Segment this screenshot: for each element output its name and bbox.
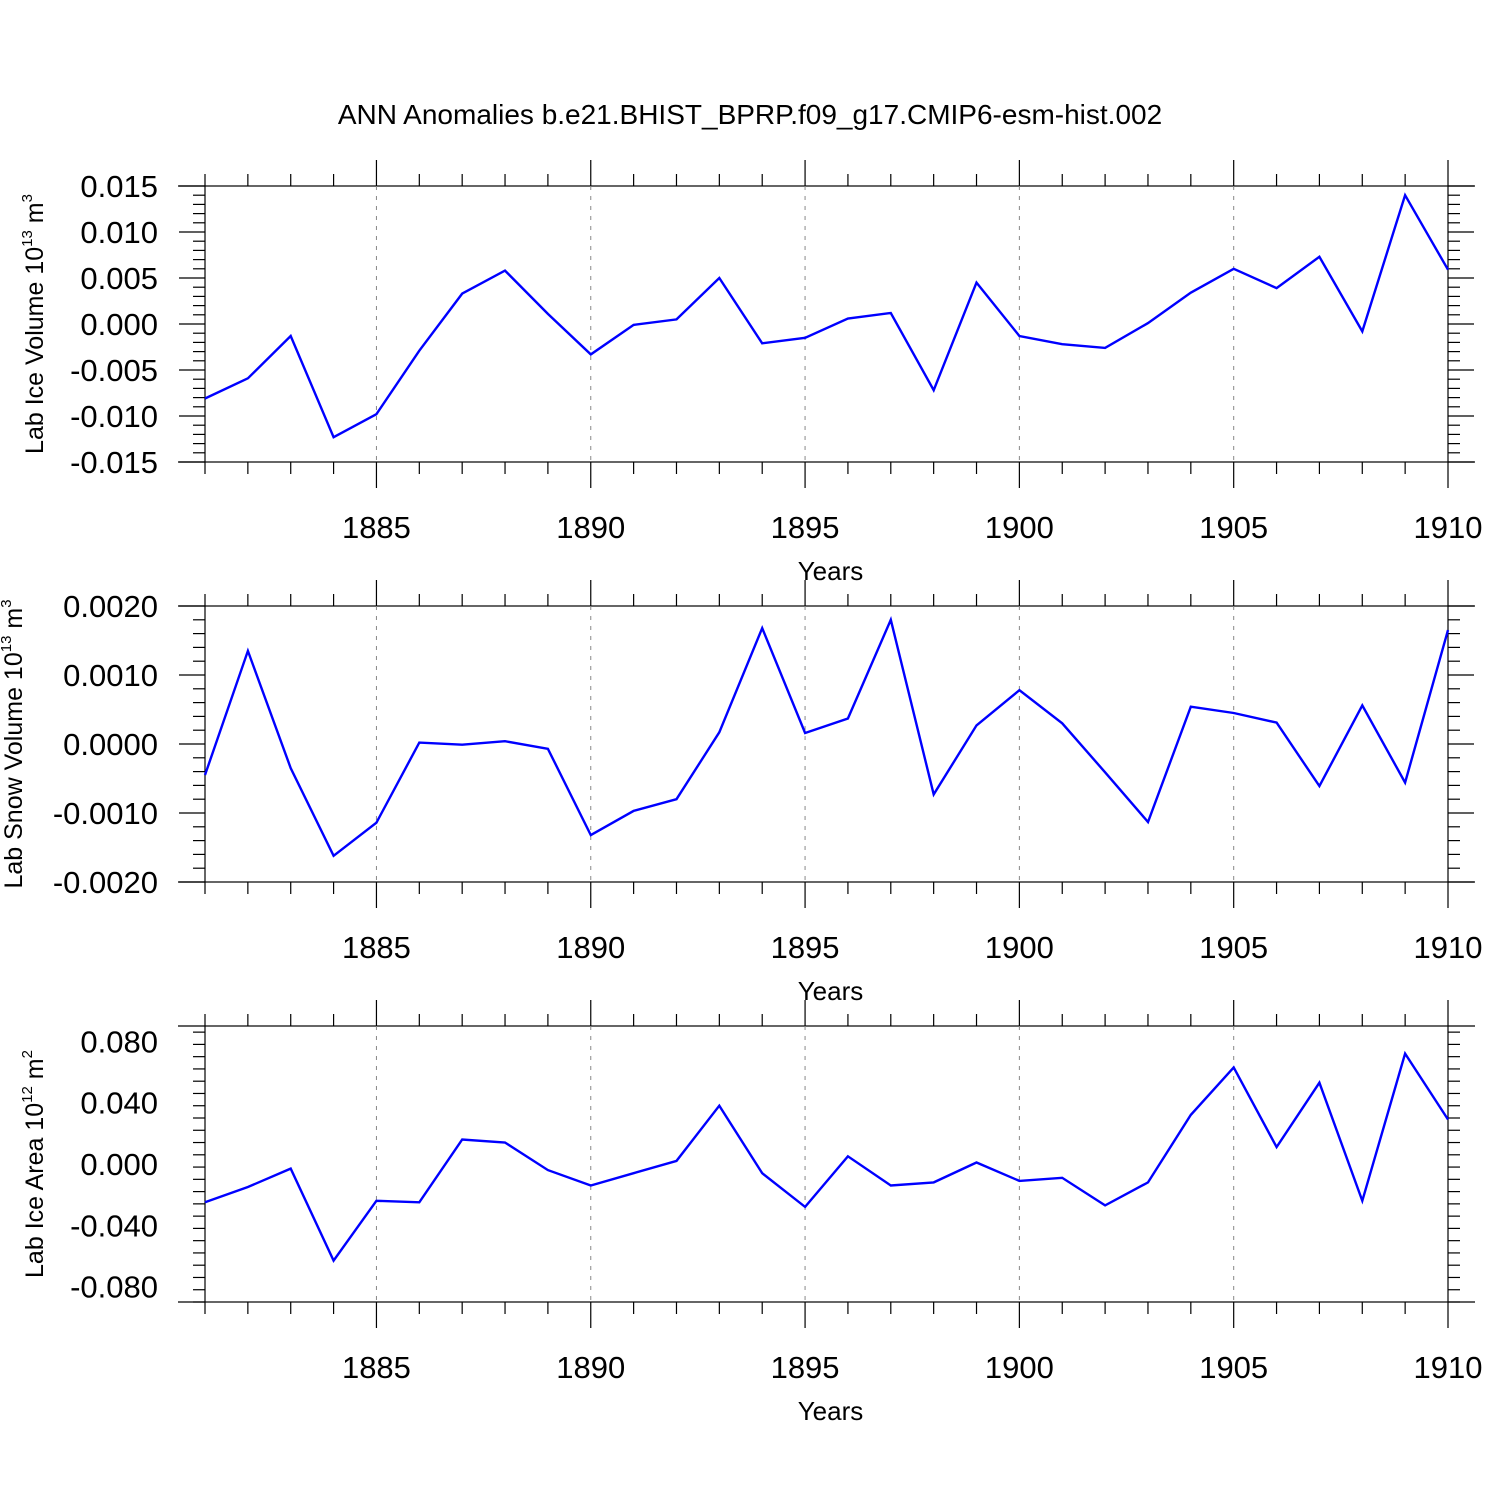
panel-2: -0.0020 -0.0010 0.0000 0.0010 0.0020 1885 1890…	[0, 580, 1482, 1006]
y-tick-label: -0.0020	[53, 865, 158, 900]
y-axis-label: Lab Snow Volume 1013 m3	[0, 599, 28, 888]
y-tick-label: 0.000	[80, 307, 158, 342]
y-tick-label: 0.000	[80, 1147, 158, 1182]
y-tick-label: 0.040	[80, 1086, 158, 1121]
x-tick-label: 1900	[985, 510, 1054, 545]
x-tick-label: 1905	[1199, 1350, 1268, 1385]
y-tick-label: 0.080	[80, 1024, 158, 1059]
y-tick-label: -0.0010	[53, 796, 158, 831]
x-axis-label: Years	[798, 556, 864, 586]
chart-title: ANN Anomalies b.e21.BHIST_BPRP.f09_g17.C…	[338, 99, 1162, 130]
plot-frame	[204, 1025, 1449, 1303]
y-tick-label: 0.0010	[63, 658, 158, 693]
y-tick-label: 0.015	[80, 169, 158, 204]
y-tick-label: 0.010	[80, 215, 158, 250]
x-axis-label: Years	[798, 1396, 864, 1426]
x-tick-label: 1905	[1199, 510, 1268, 545]
plot-frame	[204, 185, 1449, 463]
series-line	[203, 616, 1450, 858]
panel-3: -0.080 -0.040 0.000 0.040 0.080 1885 1890 1895 1…	[19, 1000, 1482, 1426]
y-tick-label: -0.005	[70, 353, 158, 388]
y-tick-label: 0.005	[80, 261, 158, 296]
series-line	[204, 1050, 1450, 1263]
x-tick-label: 1890	[556, 930, 625, 965]
x-tick-label: 1905	[1199, 930, 1268, 965]
y-tick-label: -0.080	[70, 1270, 158, 1305]
x-tick-label: 1885	[342, 1350, 411, 1385]
y-tick-label: -0.015	[70, 445, 158, 480]
x-tick-label: 1910	[1414, 930, 1483, 965]
y-tick-label: 0.0020	[63, 589, 158, 624]
y-axis-label: Lab Ice Volume 1013 m3	[19, 194, 49, 454]
y-axis-label: Lab Ice Area 1012 m2	[19, 1050, 49, 1278]
series-line	[204, 192, 1450, 439]
plot-frame	[204, 605, 1449, 883]
x-axis-label: Years	[798, 976, 864, 1006]
x-tick-label: 1885	[342, 510, 411, 545]
y-tick-label: 0.0000	[63, 727, 158, 762]
x-tick-label: 1890	[556, 1350, 625, 1385]
x-tick-label: 1900	[985, 930, 1054, 965]
x-tick-label: 1910	[1414, 510, 1483, 545]
panel-1: -0.015 -0.010 -0.005 0.000 0.005 0.010 0.015 18…	[19, 160, 1482, 586]
x-tick-label: 1895	[771, 930, 840, 965]
y-tick-label: -0.040	[70, 1208, 158, 1243]
x-tick-label: 1900	[985, 1350, 1054, 1385]
x-tick-label: 1885	[342, 930, 411, 965]
x-tick-label: 1895	[771, 1350, 840, 1385]
y-tick-label: -0.010	[70, 399, 158, 434]
x-tick-label: 1890	[556, 510, 625, 545]
x-tick-label: 1910	[1414, 1350, 1483, 1385]
x-tick-label: 1895	[771, 510, 840, 545]
